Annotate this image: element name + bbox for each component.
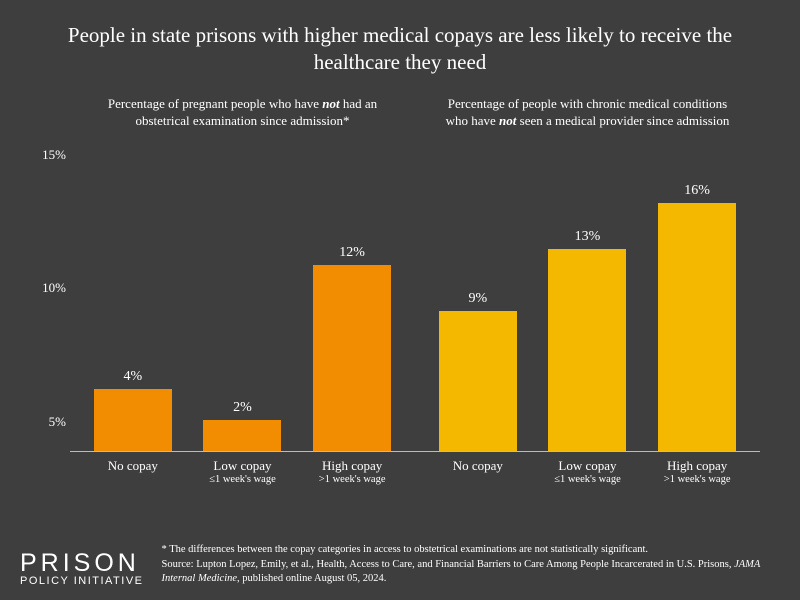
x-sublabel: >1 week's wage bbox=[648, 474, 747, 487]
x-label: Low copay≤1 week's wage bbox=[538, 458, 637, 486]
bar bbox=[658, 203, 736, 452]
chart-panel: Percentage of pregnant people who have n… bbox=[70, 87, 415, 487]
x-label: High copay>1 week's wage bbox=[648, 458, 747, 486]
chart-title: People in state prisons with higher medi… bbox=[0, 0, 800, 87]
x-sublabel: ≤1 week's wage bbox=[193, 474, 292, 487]
bar bbox=[203, 420, 281, 451]
bar-value-label: 4% bbox=[123, 369, 142, 385]
footer: PRISON POLICY INITIATIVE * The differenc… bbox=[20, 543, 780, 586]
x-sublabel: >1 week's wage bbox=[303, 474, 402, 487]
plot-area: 4% 2% 12% bbox=[70, 162, 415, 453]
bar-group: 12% bbox=[303, 245, 402, 452]
bar bbox=[548, 249, 626, 451]
bar-group: 13% bbox=[538, 229, 637, 451]
bar-group: 2% bbox=[193, 400, 292, 451]
x-sublabel: ≤1 week's wage bbox=[538, 474, 637, 487]
logo-top: PRISON bbox=[20, 552, 144, 576]
bar-value-label: 13% bbox=[575, 229, 601, 245]
x-label: High copay>1 week's wage bbox=[303, 458, 402, 486]
chart-subtitle: Percentage of people with chronic medica… bbox=[415, 87, 760, 162]
x-labels: No copay Low copay≤1 week's wage High copa… bbox=[415, 452, 760, 486]
bar-group: 9% bbox=[428, 291, 527, 451]
plot-area: 9% 13% 16% bbox=[415, 162, 760, 453]
bar bbox=[94, 389, 172, 451]
logo: PRISON POLICY INITIATIVE bbox=[20, 552, 144, 586]
bar-value-label: 2% bbox=[233, 400, 252, 416]
chart-subtitle: Percentage of pregnant people who have n… bbox=[70, 87, 415, 162]
bar bbox=[313, 265, 391, 452]
footnote-source-pre: Source: Lupton Lopez, Emily, et al., Hea… bbox=[162, 559, 735, 570]
bar-value-label: 16% bbox=[684, 183, 710, 199]
footnote-line1: * The differences between the copay cate… bbox=[162, 544, 649, 555]
footnote-source-post: , published online August 05, 2024. bbox=[237, 573, 386, 584]
bars-row: 4% 2% 12% bbox=[70, 162, 415, 452]
bar-value-label: 9% bbox=[468, 291, 487, 307]
logo-bottom: POLICY INITIATIVE bbox=[20, 576, 144, 586]
x-label: No copay bbox=[428, 458, 527, 486]
bar bbox=[439, 311, 517, 451]
charts-container: Percentage of pregnant people who have n… bbox=[0, 87, 800, 487]
bar-group: 16% bbox=[648, 183, 747, 452]
x-labels: No copay Low copay≤1 week's wage High copa… bbox=[70, 452, 415, 486]
bar-value-label: 12% bbox=[339, 245, 365, 261]
x-label: No copay bbox=[83, 458, 182, 486]
footnote: * The differences between the copay cate… bbox=[162, 543, 780, 586]
chart-panel: Percentage of people with chronic medica… bbox=[415, 87, 760, 487]
x-label: Low copay≤1 week's wage bbox=[193, 458, 292, 486]
bar-group: 4% bbox=[83, 369, 182, 451]
bars-row: 9% 13% 16% bbox=[415, 162, 760, 452]
